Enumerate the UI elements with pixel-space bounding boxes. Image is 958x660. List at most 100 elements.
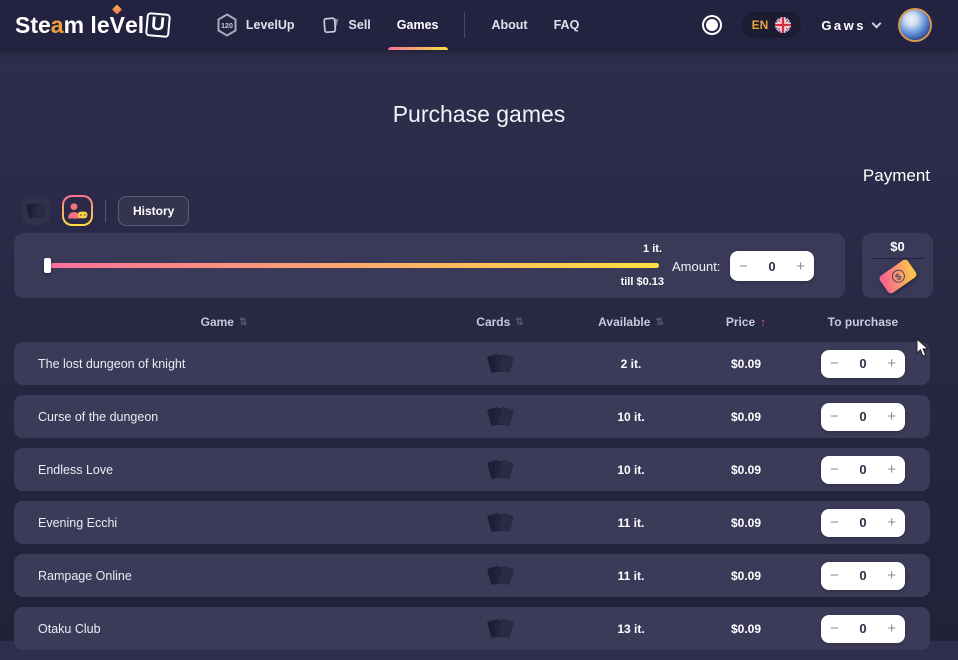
tab-games-by-user-view[interactable]: [62, 195, 93, 226]
nav-menu: 120 LevelUp Sell Games About FAQ: [216, 0, 579, 50]
header-label: Price: [725, 315, 756, 329]
column-header-game[interactable]: Game ⇅: [14, 315, 434, 329]
cards-stack-icon: [486, 353, 514, 374]
qty-plus-button[interactable]: +: [878, 568, 905, 583]
nav-item-faq[interactable]: FAQ: [554, 0, 580, 50]
sort-icon: ⇅: [515, 316, 524, 328]
filter-panel: 1 it. till $0.13 Amount: − 0 +: [14, 233, 845, 298]
column-header-to-purchase[interactable]: To purchase: [796, 315, 930, 329]
username: Gaws: [821, 17, 866, 33]
dollar-sign: $: [888, 267, 907, 286]
nav-label-about: About: [491, 18, 528, 32]
language-switcher[interactable]: EN: [741, 12, 802, 38]
qty-minus-button[interactable]: −: [821, 621, 848, 636]
column-header-available[interactable]: Available ⇅: [566, 315, 696, 329]
nav-label-faq: FAQ: [553, 18, 580, 32]
qty-value: 0: [859, 409, 867, 424]
banknote-icon: $: [877, 258, 918, 295]
qty-stepper: − 0 +: [821, 508, 905, 537]
amount-plus-button[interactable]: +: [787, 259, 814, 274]
logo-accent-letter: a: [50, 11, 64, 38]
games-active-underline: [387, 47, 448, 50]
column-header-price[interactable]: Price ↑: [696, 315, 796, 329]
nav-divider: [464, 12, 466, 38]
available-count: 10 it.: [617, 462, 645, 477]
language-label: EN: [751, 18, 769, 32]
qty-plus-button[interactable]: +: [878, 621, 905, 636]
levelup-badge-value: 120: [221, 23, 233, 30]
cards-stack-icon: [486, 565, 514, 586]
price-value: $0.09: [730, 409, 762, 424]
sort-icon: ⇅: [238, 316, 248, 328]
logo-text: m le: [63, 11, 110, 38]
nav-item-about[interactable]: About: [491, 0, 527, 50]
game-name: Curse of the dungeon: [38, 409, 159, 424]
price-value: $0.09: [730, 621, 762, 636]
table-row: The lost dungeon of knight 2 it. $0.09 −…: [14, 342, 930, 385]
sell-cards-icon: [322, 17, 339, 34]
available-count: 2 it.: [620, 356, 642, 371]
nav-label-sell: Sell: [348, 18, 371, 32]
table-row: Endless Love 10 it. $0.09 − 0 +: [14, 448, 930, 491]
qty-stepper: − 0 +: [821, 349, 905, 378]
cards-stack-icon: [486, 618, 514, 639]
nav-label-games: Games: [396, 18, 439, 32]
nav-item-levelup[interactable]: 120 LevelUp: [216, 0, 295, 50]
logo-v: V: [110, 4, 125, 39]
user-menu[interactable]: Gaws: [821, 17, 882, 33]
price-slider-handle[interactable]: [44, 258, 51, 273]
table-row: Evening Ecchi 11 it. $0.09 − 0 +: [14, 501, 930, 544]
qty-plus-button[interactable]: +: [878, 356, 905, 371]
nav-label-levelup: LevelUp: [245, 18, 295, 32]
table-row: Otaku Club 13 it. $0.09 − 0 +: [14, 607, 930, 650]
qty-value: 0: [859, 356, 867, 371]
amount-value: 0: [768, 258, 776, 274]
sort-icon: ⇅: [655, 316, 664, 328]
qty-plus-button[interactable]: +: [878, 515, 905, 530]
logo-text: Ste: [15, 11, 51, 38]
qty-stepper: − 0 +: [821, 614, 905, 643]
qty-plus-button[interactable]: +: [878, 409, 905, 424]
cards-stack-icon: [25, 202, 48, 219]
game-name: Rampage Online: [38, 568, 132, 583]
game-name: Evening Ecchi: [38, 515, 118, 530]
chevron-down-icon: [871, 18, 882, 28]
wallet-card[interactable]: $0 $: [862, 233, 933, 298]
theme-toggle[interactable]: [705, 19, 718, 31]
header-label: Available: [598, 315, 651, 329]
qty-stepper: − 0 +: [821, 561, 905, 590]
column-header-cards[interactable]: Cards ⇅: [434, 315, 566, 329]
table-row: Curse of the dungeon 10 it. $0.09 − 0 +: [14, 395, 930, 438]
qty-minus-button[interactable]: −: [821, 409, 848, 424]
qty-stepper: − 0 +: [821, 455, 905, 484]
avatar[interactable]: [900, 10, 930, 40]
nav-item-sell[interactable]: Sell: [321, 0, 371, 50]
game-name: Endless Love: [38, 462, 114, 477]
qty-value: 0: [859, 568, 867, 583]
amount-minus-button[interactable]: −: [730, 259, 757, 274]
header-label: Game: [200, 315, 234, 329]
table-row: Rampage Online 11 it. $0.09 − 0 +: [14, 554, 930, 597]
nav-item-games[interactable]: Games: [387, 0, 448, 50]
qty-plus-button[interactable]: +: [878, 462, 905, 477]
qty-minus-button[interactable]: −: [821, 462, 848, 477]
nav-right: EN Gaws: [702, 10, 930, 40]
tab-cards-view[interactable]: [22, 196, 50, 225]
qty-minus-button[interactable]: −: [821, 515, 848, 530]
history-button[interactable]: History: [118, 195, 190, 226]
qty-value: 0: [859, 462, 867, 477]
available-count: 11 it.: [617, 515, 645, 530]
amount-stepper: − 0 +: [730, 251, 814, 281]
sort-ascending-icon: ↑: [760, 315, 767, 329]
qty-minus-button[interactable]: −: [821, 356, 848, 371]
cards-stack-icon: [486, 512, 514, 533]
game-name: The lost dungeon of knight: [38, 356, 186, 371]
person-gamepad-icon: [68, 202, 88, 218]
qty-minus-button[interactable]: −: [821, 568, 848, 583]
page-title: Purchase games: [392, 101, 566, 127]
price-value: $0.09: [730, 462, 762, 477]
price-slider-track[interactable]: [44, 258, 659, 273]
header-label: Cards: [476, 315, 511, 329]
